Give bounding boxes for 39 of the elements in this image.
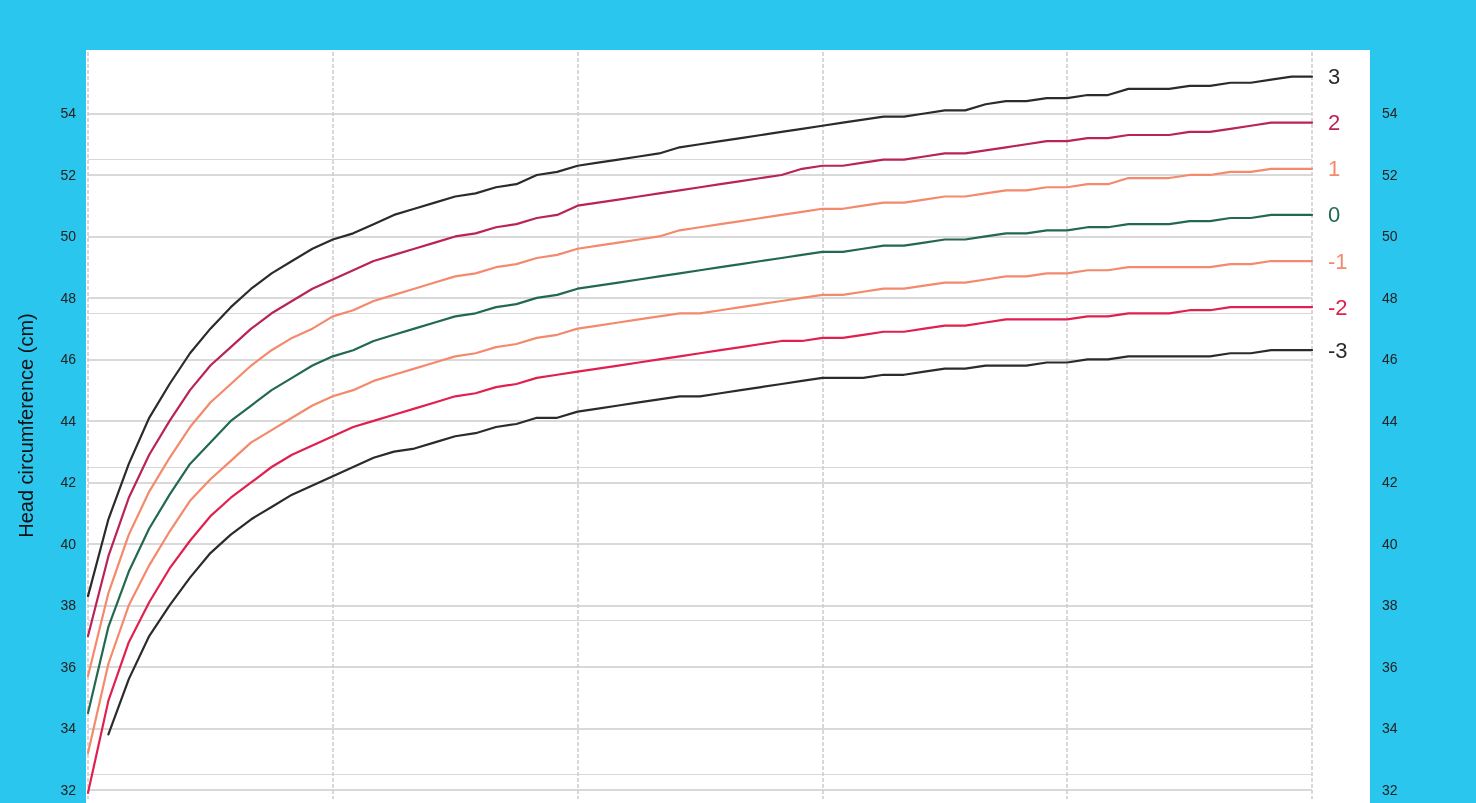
series-label: -3 [1328, 337, 1348, 363]
y2-tick-label: 48 [1382, 289, 1398, 306]
y-tick-label: 46 [60, 351, 77, 368]
y-axis-title: Head circumference (cm) [15, 313, 37, 538]
line-series [86, 75, 1314, 598]
y2-tick-label: 50 [1382, 228, 1398, 245]
line-series [107, 349, 1314, 736]
y2-tick-label: 38 [1382, 597, 1398, 614]
y2-tick-label: 34 [1382, 720, 1398, 737]
line-series [86, 167, 1314, 678]
series-label: -2 [1328, 294, 1348, 320]
y-tick-label: 44 [60, 412, 77, 429]
y2-tick-label: 40 [1382, 535, 1398, 552]
line-series [86, 121, 1314, 638]
line-series [86, 259, 1314, 754]
y-tick-label: 48 [60, 289, 77, 306]
line-series [86, 306, 1314, 794]
y-tick-label: 50 [60, 228, 77, 245]
y-tick-label: 34 [60, 720, 77, 737]
y-tick-label: 32 [60, 781, 77, 798]
y-tick-label: 40 [60, 535, 77, 552]
y2-tick-label: 44 [1382, 412, 1398, 429]
series-label: 2 [1328, 110, 1341, 136]
y-tick-label: 52 [60, 166, 77, 183]
series-label: -1 [1328, 248, 1348, 274]
line-series [86, 213, 1314, 715]
series-label: 1 [1328, 156, 1341, 182]
y2-tick-label: 36 [1382, 658, 1398, 675]
y2-tick-label: 52 [1382, 166, 1398, 183]
y-tick-label: 42 [60, 474, 77, 491]
series-label: 3 [1328, 64, 1341, 90]
series-label: 0 [1328, 202, 1341, 228]
y2-tick-label: 42 [1382, 474, 1398, 491]
y2-tick-label: 32 [1382, 781, 1398, 798]
y-tick-label: 36 [60, 658, 77, 675]
y-tick-label: 54 [60, 105, 77, 122]
y2-tick-label: 54 [1382, 105, 1398, 122]
y2-tick-label: 46 [1382, 351, 1398, 368]
y-tick-label: 38 [60, 597, 77, 614]
